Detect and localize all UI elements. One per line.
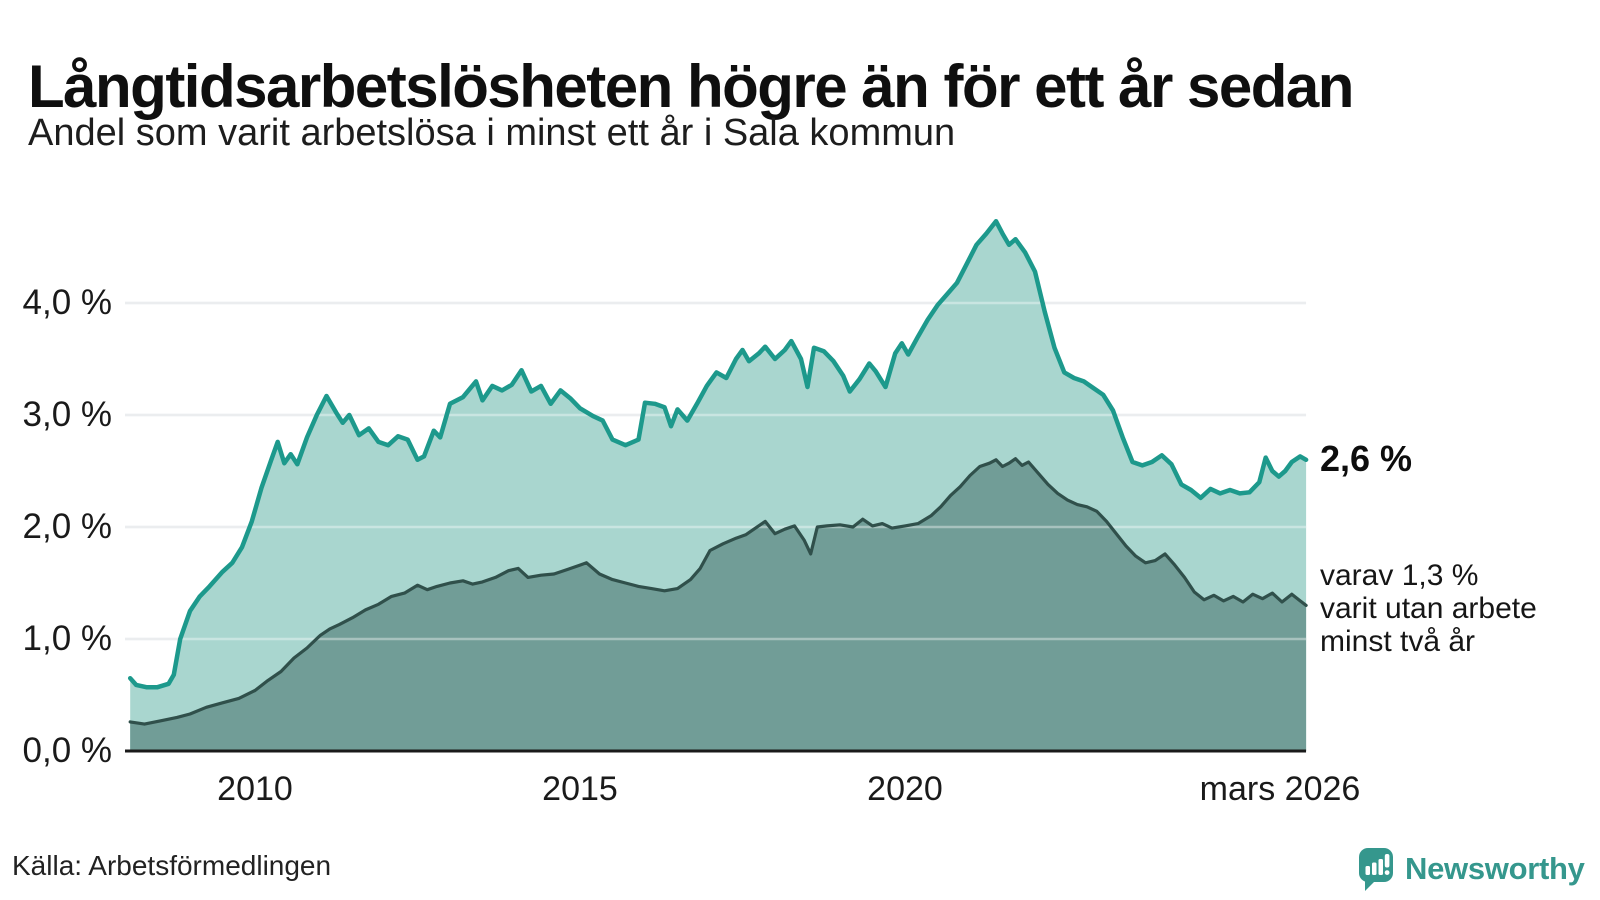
annotation-line: minst två år [1320,625,1476,659]
brand-name: Newsworthy [1405,851,1585,886]
y-axis-label: 4,0 % [22,283,113,322]
bar-icon [1372,862,1377,875]
bar-icon [1365,866,1370,875]
y-axis-label: 3,0 % [22,395,113,434]
x-axis-label: 2010 [217,770,293,808]
x-axis-label: 2020 [867,770,943,808]
bar-icon [1378,859,1383,875]
newsworthy-bubble-icon [1359,848,1393,891]
page-title: Långtidsarbetslösheten högre än för ett … [28,53,1354,121]
total-line [127,218,1309,690]
annotation-line: varav 1,3 % [1320,559,1479,593]
y-axis-label: 0,0 % [22,731,113,770]
end-value-label-total: 2,6 % [1320,437,1413,479]
chart-subtitle: Andel som varit arbetslösa i minst ett å… [28,112,956,154]
source-credit: Källa: Arbetsförmedlingen [12,850,332,881]
x-axis-label: mars 2026 [1199,770,1361,808]
exclamation-icon [1384,854,1390,868]
two-year-area [130,458,1307,751]
x-axis-label: 2015 [542,770,618,808]
y-axis-label: 1,0 % [22,619,113,658]
y-axis-label: 2,0 % [22,507,113,546]
two-year-line [128,457,1308,726]
annotation-line: varit utan arbete [1320,592,1537,626]
newsworthy-logo: Newsworthy [1356,846,1585,892]
end-value-label-two-year: varav 1,3 % varit utan arbete minst två … [1320,559,1537,658]
